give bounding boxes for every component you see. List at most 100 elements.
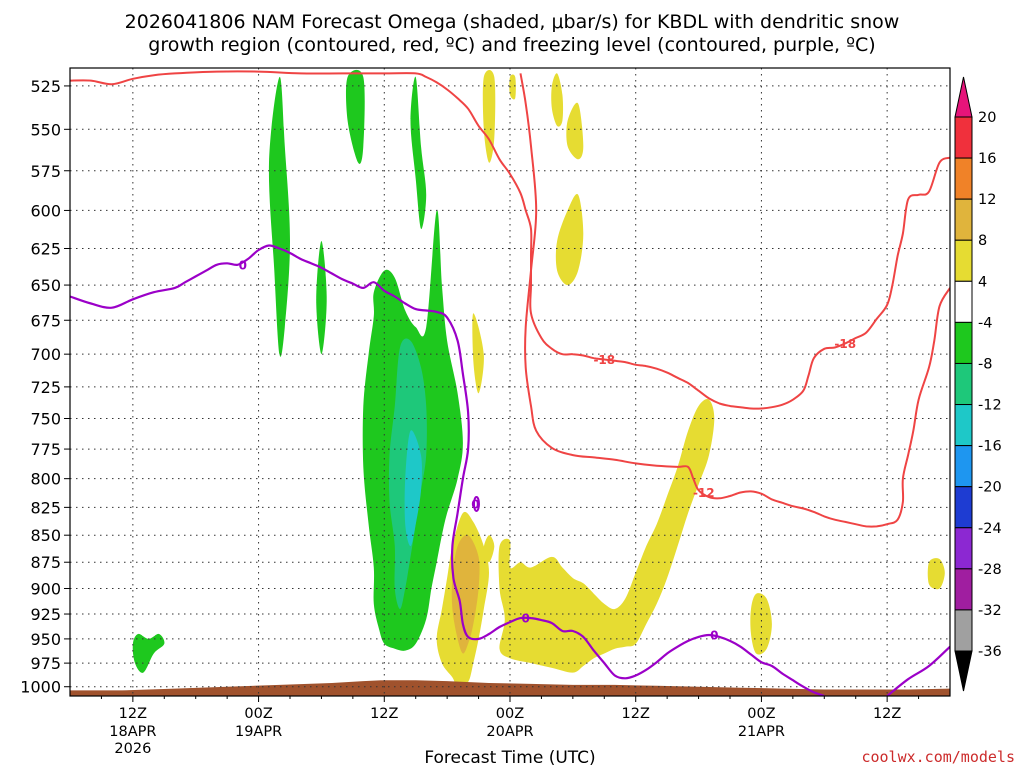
y-tick-label: 800 [30, 470, 61, 489]
colorbar-swatch [954, 527, 973, 570]
colorbar-label: -16 [978, 439, 1002, 455]
x-tick-sublabel: 2026 [114, 741, 151, 757]
colorbar-label: 20 [978, 110, 996, 126]
colorbar-swatch [954, 486, 973, 529]
freezing-level-contour [70, 244, 825, 696]
y-tick-label: 850 [30, 526, 61, 545]
y-tick-label: 575 [30, 162, 61, 181]
colorbar-swatch [954, 609, 973, 652]
x-tick-label: 00Z [747, 706, 775, 722]
colorbar-label: 4 [978, 274, 987, 290]
omega-shading [132, 69, 945, 687]
y-tick-label: 775 [30, 440, 61, 459]
contour-label: -12 [693, 486, 715, 500]
contour-label: 0 [471, 497, 479, 511]
colorbar-label: -12 [978, 398, 1002, 414]
contour-label: -18 [593, 353, 615, 367]
omega-region-8 [482, 69, 496, 163]
dgz-contour--18 [70, 70, 950, 410]
x-tick-sublabel: 18APR [109, 724, 156, 740]
colorbar-label: -24 [978, 521, 1002, 537]
colorbar-swatch [954, 445, 973, 488]
x-tick-label: 12Z [622, 706, 650, 722]
x-tick-label: 00Z [244, 706, 272, 722]
y-tick-label: 725 [30, 378, 61, 397]
y-tick-label: 550 [30, 120, 61, 139]
omega-region-11 [551, 73, 564, 127]
colorbar-swatch [954, 157, 973, 200]
y-tick-label: 600 [30, 201, 61, 220]
ground-fill [70, 680, 950, 696]
omega-region-12 [555, 194, 584, 286]
y-tick-label: 700 [30, 345, 61, 364]
omega-region-13 [566, 102, 584, 160]
omega-region-15 [451, 534, 480, 654]
chart-title-line1: 2026041806 NAM Forecast Omega (shaded, μ… [125, 11, 900, 33]
colorbar-swatch [954, 198, 973, 241]
colorbar-label: -32 [978, 603, 1002, 619]
colorbar-label: 8 [978, 233, 987, 249]
x-tick-label: 12Z [119, 706, 147, 722]
y-tick-label: 950 [30, 630, 61, 649]
omega-region-7 [132, 633, 165, 673]
contour-label: 0 [522, 612, 530, 626]
colorbar-swatch [954, 404, 973, 447]
colorbar-label: -8 [978, 356, 992, 372]
y-tick-label: 650 [30, 276, 61, 295]
contour-label: -18 [834, 337, 856, 351]
ground-terrain [70, 680, 950, 696]
colorbar-swatch [954, 239, 973, 282]
x-tick-sublabel: 21APR [738, 724, 785, 740]
colorbar: 20 16 12 8 4 -4 -8 -12 -16 -20 -24 -28 -32 -36 [954, 76, 1002, 692]
credit-text: coolwx.com/models [861, 748, 1015, 766]
omega-region-16 [483, 535, 495, 563]
omega-region-0 [268, 76, 290, 357]
y-axis: 525 550 575 600 625 650 675 700 725 750 775 800 825 8… [20, 77, 70, 697]
contour-label: 0 [239, 258, 247, 272]
y-tick-label: 750 [30, 409, 61, 428]
colorbar-label: -28 [978, 562, 1002, 578]
freezing-level-closed-contour [472, 495, 480, 512]
x-tick-label: 12Z [370, 706, 398, 722]
y-tick-label: 975 [30, 654, 61, 673]
colorbar-label: 16 [978, 151, 996, 167]
colorbar-swatch [954, 116, 973, 159]
colorbar-label: -4 [978, 315, 992, 331]
y-tick-label: 625 [30, 239, 61, 258]
colorbar-over-triangle [954, 76, 973, 118]
x-tick-sublabel: 20APR [486, 724, 533, 740]
omega-region-17 [498, 399, 715, 673]
colorbar-swatch [954, 568, 973, 611]
colorbar-swatch [954, 280, 973, 323]
y-tick-label: 525 [30, 77, 61, 96]
y-tick-label: 1000 [20, 678, 61, 697]
x-axis-label: Forecast Time (UTC) [424, 748, 595, 768]
colorbar-label: 12 [978, 192, 996, 208]
contour-labels: 0 0 0 0 -18 -18 -12 [239, 258, 856, 642]
contour-label: 0 [710, 628, 718, 642]
y-tick-label: 675 [30, 311, 61, 330]
omega-region-10 [509, 74, 516, 100]
omega-region-9 [472, 313, 484, 394]
dgz-contour--12 [519, 73, 950, 528]
y-tick-label: 825 [30, 498, 61, 517]
omega-region-19 [927, 558, 945, 590]
y-tick-label: 900 [30, 579, 61, 598]
contour-lines [70, 70, 950, 696]
omega-region-2 [345, 69, 365, 164]
colorbar-label: -20 [978, 480, 1002, 496]
chart-title-line2: growth region (contoured, red, ºC) and f… [148, 34, 875, 56]
colorbar-swatch [954, 321, 973, 364]
omega-region-3 [410, 76, 427, 230]
colorbar-label: -36 [978, 644, 1002, 660]
colorbar-under-triangle [954, 650, 973, 692]
freezing-level-contour-east [886, 645, 950, 696]
y-tick-label: 925 [30, 605, 61, 624]
omega-region-6 [404, 430, 422, 547]
x-tick-label: 00Z [496, 706, 524, 722]
x-tick-label: 12Z [873, 706, 901, 722]
y-tick-label: 875 [30, 553, 61, 572]
x-tick-sublabel: 19APR [235, 724, 282, 740]
